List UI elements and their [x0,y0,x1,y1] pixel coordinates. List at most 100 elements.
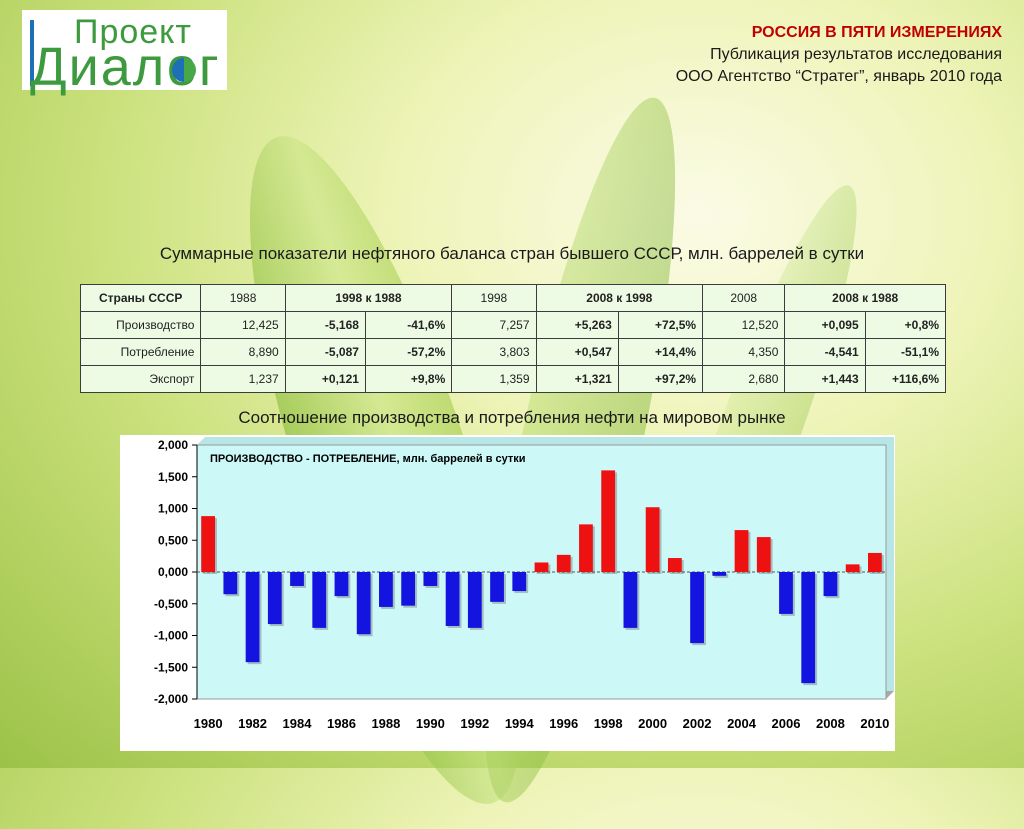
bar-1981 [223,572,238,595]
bar-2008 [823,572,838,597]
yin-yang-icon [172,58,196,82]
delta-2008-1998: +5,263 [535,311,619,339]
table-header-cell: 2008 к 1998 [535,284,704,312]
header-subtitle: Публикация результатов исследования [710,46,1002,63]
x-tick-label: 2004 [727,716,757,731]
table-header-cell: Страны СССР [79,284,202,312]
value-2008: 12,520 [702,311,786,339]
delta-2008-1998: +1,321 [535,365,619,393]
bar-1999 [623,572,638,628]
bar-1985 [312,572,327,628]
x-tick-label: 1994 [505,716,535,731]
table-header-cell: 1998 к 1988 [284,284,453,312]
logo-accent-bar [30,20,34,86]
chart-heading: Соотношение производства и потребления н… [238,408,786,427]
value-1988: 1,237 [200,365,286,393]
bar-2009 [845,564,860,572]
x-tick-label: 1988 [371,716,400,731]
pct-1998-1988: -41,6% [364,311,453,339]
bar-1988 [379,572,393,607]
chart-inner-title: ПРОИЗВОДСТВО - ПОТРЕБЛЕНИЕ, млн. барреле… [210,453,526,465]
y-tick-label: 1,000 [158,502,188,516]
bar-1998 [601,470,616,572]
x-tick-label: 1996 [549,716,578,731]
table-row-consumption: Потребление 8,890 -5,087 -57,2% 3,803 +0… [79,338,947,366]
pct-1998-1988: -57,2% [364,338,453,366]
value-1998: 1,359 [451,365,537,393]
x-tick-label: 1992 [460,716,489,731]
y-tick-label: 0,500 [158,533,188,547]
y-tick-label: -0,500 [154,597,188,611]
bar-1997 [579,524,593,572]
delta-2008-1988: +0,095 [784,311,866,339]
row-label: Экспорт [79,365,202,393]
y-tick-label: -1,000 [154,629,188,643]
delta-1998-1988: -5,087 [284,338,366,366]
delta-2008-1988: -4,541 [784,338,866,366]
bar-2005 [756,537,771,572]
delta-1998-1988: -5,168 [284,311,366,339]
table-title: Суммарные показатели нефтяного баланса с… [159,244,865,263]
header: РОССИЯ В ПЯТИ ИЗМЕРЕНИЯХ Публикация резу… [676,22,1002,88]
table-header-cell: 2008 [702,284,786,312]
x-tick-label: 2006 [772,716,801,731]
bar-2010 [867,552,882,572]
x-tick-label: 2002 [683,716,712,731]
x-tick-label: 1986 [327,716,356,731]
pct-2008-1988: +0,8% [864,311,947,339]
bar-1992 [467,572,482,628]
table-header-cell: 1998 [451,284,537,312]
row-label: Производство [79,311,202,339]
bar-1989 [401,572,416,606]
bar-1984 [290,572,304,586]
x-tick-label: 1984 [283,716,313,731]
x-tick-label: 1990 [416,716,445,731]
oil-balance-table: Страны СССР 1988 1998 к 1988 1998 2008 к… [79,284,947,393]
value-1998: 3,803 [451,338,537,366]
bar-1994 [512,572,527,592]
y-tick-label: 1,500 [158,470,188,484]
x-tick-label: 1982 [238,716,267,731]
y-tick-label: 0,000 [158,565,188,579]
bar-2001 [667,558,682,572]
x-tick-label: 2008 [816,716,845,731]
table-header-row: Страны СССР 1988 1998 к 1988 1998 2008 к… [79,284,946,312]
bar-1982 [245,572,260,663]
pct-2008-1998: +72,5% [617,311,704,339]
delta-1998-1988: +0,121 [284,365,366,393]
bar-chart: 2,000 1,500 1,000 0,500 0,000 -0,500 -1,000 -1,… [154,437,894,731]
value-2008: 2,680 [702,365,786,393]
bar-1990 [423,572,438,586]
bar-2007 [801,572,816,684]
table-header-cell: 1988 [200,284,286,312]
bar-shadow [714,574,729,578]
x-tick-label: 1998 [594,716,623,731]
pct-2008-1988: +116,6% [864,365,947,393]
y-tick-label: -2,000 [154,692,188,706]
pct-2008-1998: +97,2% [617,365,704,393]
x-tick-label: 2010 [860,716,889,731]
bar-1986 [334,572,349,597]
delta-2008-1988: +1,443 [784,365,866,393]
bar-1991 [445,572,460,626]
x-tick-label: 1980 [194,716,223,731]
value-2008: 4,350 [702,338,786,366]
bar-1996 [556,554,571,572]
bar-1993 [490,572,504,602]
table-header-cell: 2008 к 1988 [784,284,946,312]
value-1988: 8,890 [200,338,286,366]
pct-2008-1988: -51,1% [864,338,947,366]
header-title: РОССИЯ В ПЯТИ ИЗМЕРЕНИЯХ [751,24,1002,41]
bar-1980 [201,516,216,572]
value-1998: 7,257 [451,311,537,339]
pct-1998-1988: +9,8% [364,365,453,393]
bar-1987 [356,572,371,635]
project-dialog-logo: Проект Диалог [22,10,227,97]
bar-2000 [645,507,660,572]
bar-2002 [690,572,704,644]
bar-1995 [534,562,549,572]
delta-2008-1998: +0,547 [535,338,619,366]
bar-2006 [779,572,793,614]
logo-line1: Проект [74,13,192,51]
value-1988: 12,425 [200,311,286,339]
